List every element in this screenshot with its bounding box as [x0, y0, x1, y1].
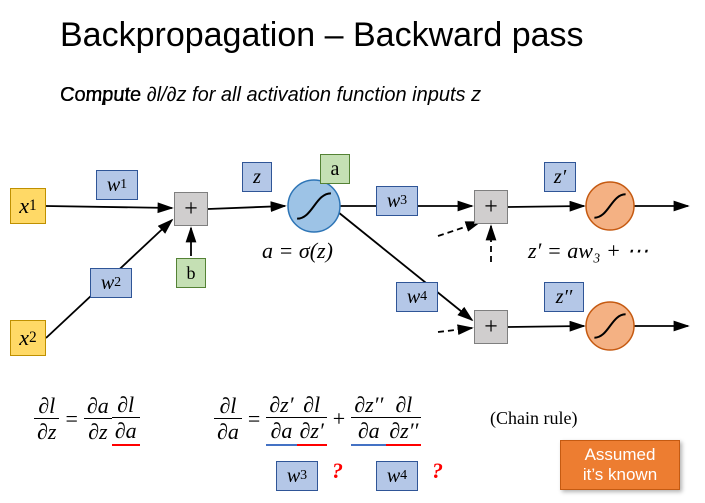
plus2-node: + [474, 190, 508, 224]
plus1-node: + [174, 192, 208, 226]
chain-label: (Chain rule) [490, 408, 577, 429]
w3b-node: w3 [276, 461, 318, 491]
plus3-node: + [474, 310, 508, 344]
edge [508, 206, 584, 207]
subtitle-front: Compute [60, 84, 141, 107]
w3-node: w3 [376, 186, 418, 216]
q1-label: ? [332, 458, 343, 484]
x1-node: x1 [10, 188, 46, 224]
q2-label: ? [432, 458, 443, 484]
equation: ∂l∂a=∂z′∂a∂l∂z′+∂z′′∂a∂l∂z′′ [214, 392, 421, 446]
callout-line1: Assumed [585, 445, 656, 464]
a-node: a [320, 154, 350, 184]
w4b-node: w4 [376, 461, 418, 491]
sigmoid-node [586, 182, 634, 230]
page-title: Backpropagation – Backward pass [60, 16, 584, 55]
z-node: z [242, 162, 272, 192]
edge [438, 328, 472, 332]
zeq-label: z′ = aw₃ + ⋯ [528, 238, 648, 264]
edge [46, 206, 172, 208]
equation: ∂l∂z=∂a∂z∂l∂a [34, 392, 140, 446]
x2-node: x2 [10, 320, 46, 356]
b-node: b [176, 258, 206, 288]
w4-node: w4 [396, 282, 438, 312]
zpp-node: z′′ [544, 282, 584, 312]
sigmoid-node [586, 302, 634, 350]
edge [438, 222, 480, 236]
sigmoid-node [288, 180, 340, 232]
callout-line2: it’s known [583, 465, 657, 484]
edge [208, 206, 285, 209]
w1-node: w1 [96, 170, 138, 200]
edge [508, 326, 584, 327]
zp-node: z′ [544, 162, 576, 192]
aeq-label: a = σ(z) [262, 238, 333, 264]
w2-node: w2 [90, 268, 132, 298]
callout-assumed-known: Assumed it’s known [560, 440, 680, 490]
